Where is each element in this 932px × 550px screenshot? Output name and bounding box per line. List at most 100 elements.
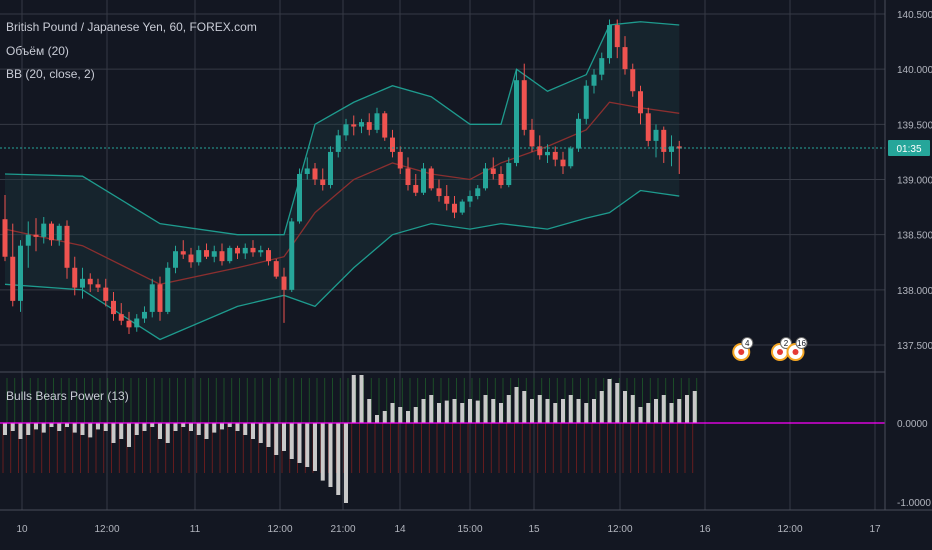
bollinger-legend[interactable]: BB (20, close, 2) [6, 67, 95, 81]
bbp-value-bar [282, 423, 286, 451]
bbp-bar [614, 378, 620, 473]
bbp-value-bar [212, 423, 217, 433]
bulls-bears-power-histogram [2, 375, 698, 503]
bbp-value-bar [522, 391, 527, 423]
candle-body [134, 318, 140, 328]
candle-body [204, 250, 209, 257]
bbp-bar [444, 378, 450, 473]
bbp-value-bar [103, 423, 108, 431]
bbp-value-bar [150, 423, 155, 427]
bbp-bar [258, 378, 264, 473]
candle-body [297, 173, 302, 222]
candlestick-series[interactable] [2, 19, 682, 334]
candle-body [521, 80, 527, 130]
event-marker[interactable]: 16 [786, 337, 808, 361]
candle [173, 245, 178, 274]
candle-body [421, 168, 426, 193]
bbp-bar [428, 378, 434, 473]
bbp-value-bar [413, 407, 418, 423]
price-tick-label: 137.500 [897, 341, 932, 352]
event-markers[interactable]: 4 2 16 [732, 337, 808, 361]
bbp-value-bar [320, 423, 325, 481]
event-count-label: 16 [797, 339, 806, 348]
candle [599, 52, 605, 81]
bbp-value-bar [444, 400, 449, 423]
bbp-value-bar [10, 423, 15, 431]
bbp-bar [343, 378, 349, 503]
bbp-bar [576, 378, 581, 473]
candle [328, 146, 333, 189]
candle-body [242, 247, 248, 254]
bbp-value-bar [65, 423, 69, 427]
candle-body [444, 196, 450, 204]
candle-body [576, 118, 581, 149]
bbp-value-bar [313, 423, 317, 471]
candle-body [413, 185, 419, 193]
bbp-value-bar [553, 403, 558, 423]
candle [591, 69, 597, 94]
bulls-bears-legend[interactable]: Bulls Bears Power (13) [6, 389, 129, 403]
bollinger-band-lines [4, 21, 680, 341]
candle [227, 245, 233, 264]
time-axis-labels[interactable]: 10 12:00 11 12:00 21:00 14 15:00 15 12:00 16 12:00… [16, 524, 881, 535]
bbp-value-bar [367, 399, 372, 423]
candle-body [351, 124, 357, 127]
candle [514, 69, 519, 167]
candle-body [33, 234, 39, 237]
candle [180, 240, 186, 259]
bbp-value-bar [258, 423, 263, 443]
bbp-bar [126, 378, 132, 473]
bbp-value-bar [134, 423, 139, 435]
candle-body [188, 254, 194, 263]
candle [436, 179, 442, 202]
candle [568, 146, 574, 169]
candle [444, 185, 450, 211]
candle [188, 247, 194, 268]
candle-body [359, 122, 364, 127]
bbp-bar [64, 378, 70, 473]
candle [359, 118, 364, 134]
time-tick-label: 14 [394, 524, 406, 535]
bbp-bar [111, 378, 116, 473]
time-tick-label: 16 [699, 524, 711, 535]
bbp-bar [149, 378, 155, 473]
bbp-value-bar [592, 399, 596, 423]
symbol-legend[interactable]: British Pound / Japanese Yen, 60, FOREX.… [6, 20, 257, 34]
candle [653, 124, 659, 158]
candle-body [157, 284, 163, 312]
bbp-value-bar [274, 423, 279, 455]
event-marker[interactable]: 4 [732, 337, 754, 361]
candle [452, 196, 457, 219]
candle-body [219, 251, 225, 262]
candle [281, 267, 287, 323]
candle-body [56, 225, 62, 241]
bbp-value-bar [375, 415, 379, 423]
bbp-bar [359, 375, 364, 473]
candle-body [483, 168, 488, 189]
time-tick-label: 10 [16, 524, 28, 535]
candle [374, 107, 380, 134]
bbp-value-bar [351, 375, 356, 423]
bbp-value-bar [336, 423, 341, 495]
candle-body [676, 146, 682, 149]
candle-body [390, 137, 395, 152]
bbp-bar [142, 378, 147, 473]
bbp-bar [49, 378, 54, 473]
candle-body [622, 47, 628, 70]
candle [25, 221, 31, 268]
volume-legend[interactable]: Объём (20) [6, 44, 69, 58]
candle-body [258, 250, 264, 253]
candle [397, 146, 403, 174]
candle-body [545, 151, 550, 156]
price-axis[interactable] [885, 0, 932, 510]
bbp-bar [196, 378, 202, 473]
price-tick-label: 140.500 [897, 10, 932, 21]
bbp-value-bar [584, 403, 589, 423]
candle [475, 185, 481, 200]
bbp-value-bar [421, 399, 426, 423]
bbp-bar [335, 378, 341, 495]
bbp-value-bar [297, 423, 302, 463]
bbp-value-bar [685, 395, 689, 423]
bollinger-lower-line [4, 189, 680, 341]
